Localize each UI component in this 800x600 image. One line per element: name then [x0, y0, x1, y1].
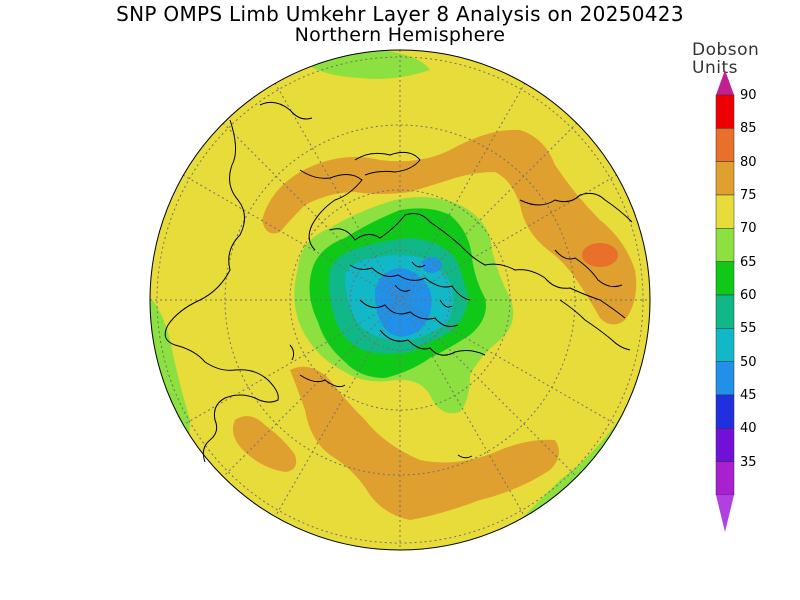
colorbar-segment — [715, 261, 735, 296]
contour-45-50-small — [422, 257, 442, 273]
colorbar-segment — [715, 461, 735, 496]
contour-45-50 — [374, 268, 432, 337]
colorbar-segment — [715, 328, 735, 362]
contour-75-80-lower — [290, 366, 559, 520]
colorbar-tick-label: 70 — [740, 221, 757, 237]
colorbar-tick-label: 80 — [740, 154, 757, 170]
units-label-line2: Units — [692, 58, 738, 78]
colorbar-tick-label: 75 — [740, 188, 757, 203]
colorbar-bottom-arrow — [716, 495, 734, 532]
colorbar-segment — [715, 161, 735, 196]
colorbar-segment — [715, 94, 735, 129]
colorbar-tick-label: 85 — [740, 121, 757, 137]
colorbar-top-arrow — [716, 70, 734, 95]
graticule — [150, 50, 650, 550]
units-label-line1: Dobson — [692, 40, 760, 60]
colorbar-segment — [715, 194, 735, 229]
colorbar-segment — [715, 394, 735, 429]
contour-75-80-upper — [262, 129, 637, 325]
colorbar-segment — [715, 294, 735, 329]
colorbar-segments — [715, 94, 735, 496]
colorbar-tick-label: 45 — [740, 388, 757, 403]
colorbar-tick-label: 60 — [740, 288, 757, 303]
map-title: SNP OMPS Limb Umkehr Layer 8 Analysis on… — [116, 2, 684, 26]
colorbar-segment — [715, 428, 735, 462]
colorbar-segment — [715, 228, 735, 262]
contour-80-85 — [582, 243, 618, 267]
colorbar-tick-label: 35 — [740, 454, 757, 470]
coastlines — [164, 101, 633, 463]
map-subtitle: Northern Hemisphere — [294, 24, 506, 46]
contour-75-80-left — [232, 416, 297, 472]
colorbar — [715, 70, 735, 532]
colorbar-tick-label: 65 — [740, 254, 757, 270]
colorbar-segment — [715, 128, 735, 162]
map-boundary — [149, 49, 651, 551]
colorbar-tick-label: 90 — [740, 88, 757, 103]
colorbar-segment — [715, 361, 735, 396]
colorbar-tick-label: 50 — [740, 354, 757, 370]
colorbar-tick-label: 40 — [740, 421, 757, 437]
colorbar-tick-label: 55 — [740, 321, 757, 337]
